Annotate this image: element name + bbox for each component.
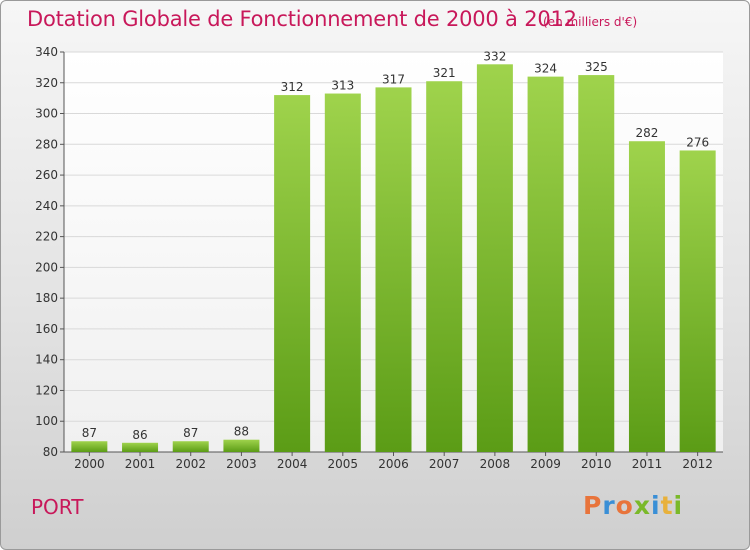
data-label: 276 bbox=[686, 135, 709, 149]
data-label: 282 bbox=[636, 126, 659, 140]
bar bbox=[426, 81, 463, 452]
y-tick-label: 100 bbox=[35, 414, 58, 428]
data-label: 312 bbox=[281, 80, 304, 94]
logo-letter: r bbox=[602, 491, 616, 520]
y-tick-label: 180 bbox=[35, 291, 58, 305]
bar bbox=[628, 141, 665, 452]
x-tick-label: 2010 bbox=[581, 457, 612, 471]
unit-label: (en milliers d'€) bbox=[543, 15, 638, 29]
y-tick-label: 200 bbox=[35, 260, 58, 274]
y-tick-label: 260 bbox=[35, 168, 58, 182]
logo-letter: t bbox=[660, 491, 674, 520]
bar bbox=[527, 76, 564, 452]
x-tick-label: 2007 bbox=[429, 457, 460, 471]
logo-letter: P bbox=[583, 491, 603, 520]
y-tick-label: 340 bbox=[35, 45, 58, 59]
data-label: 313 bbox=[331, 79, 354, 93]
x-tick-label: 2009 bbox=[530, 457, 561, 471]
bar bbox=[274, 95, 311, 453]
data-label: 317 bbox=[382, 72, 405, 86]
bar bbox=[679, 150, 716, 452]
y-tick-label: 160 bbox=[35, 322, 58, 336]
bar bbox=[172, 441, 209, 452]
bar bbox=[223, 439, 260, 452]
data-label: 88 bbox=[234, 425, 249, 439]
data-label: 325 bbox=[585, 60, 608, 74]
proxiti-logo[interactable]: Proxiti bbox=[583, 491, 683, 520]
data-label: 87 bbox=[183, 426, 198, 440]
bar bbox=[122, 442, 159, 452]
data-label: 87 bbox=[82, 426, 97, 440]
commune-name: PORT bbox=[31, 495, 84, 519]
y-tick-label: 280 bbox=[35, 137, 58, 151]
bar bbox=[476, 64, 513, 453]
x-tick-label: 2001 bbox=[125, 457, 156, 471]
logo-letter: i bbox=[651, 491, 661, 520]
x-tick-label: 2004 bbox=[277, 457, 308, 471]
y-tick-label: 220 bbox=[35, 230, 58, 244]
y-tick-label: 320 bbox=[35, 76, 58, 90]
chart-title: Dotation Globale de Fonctionnement de 20… bbox=[27, 7, 577, 31]
y-tick-label: 300 bbox=[35, 107, 58, 121]
y-tick-label: 240 bbox=[35, 199, 58, 213]
bar bbox=[578, 75, 615, 453]
x-tick-label: 2002 bbox=[175, 457, 206, 471]
y-tick-label: 120 bbox=[35, 383, 58, 397]
logo-letter: x bbox=[633, 491, 651, 520]
y-tick-label: 80 bbox=[43, 445, 58, 459]
x-tick-label: 2003 bbox=[226, 457, 257, 471]
x-tick-label: 2008 bbox=[480, 457, 511, 471]
bar bbox=[71, 441, 108, 452]
logo-letter: i bbox=[673, 491, 684, 520]
y-tick-label: 140 bbox=[35, 353, 58, 367]
bar bbox=[375, 87, 412, 452]
bar bbox=[324, 93, 361, 453]
data-label: 332 bbox=[483, 49, 506, 63]
logo-letter: o bbox=[615, 491, 634, 520]
x-tick-label: 2011 bbox=[632, 457, 663, 471]
x-tick-label: 2000 bbox=[74, 457, 105, 471]
x-tick-label: 2005 bbox=[328, 457, 359, 471]
data-label: 321 bbox=[433, 66, 456, 80]
x-tick-label: 2012 bbox=[682, 457, 713, 471]
data-label: 86 bbox=[132, 428, 147, 442]
x-tick-label: 2006 bbox=[378, 457, 409, 471]
data-label: 324 bbox=[534, 62, 557, 76]
